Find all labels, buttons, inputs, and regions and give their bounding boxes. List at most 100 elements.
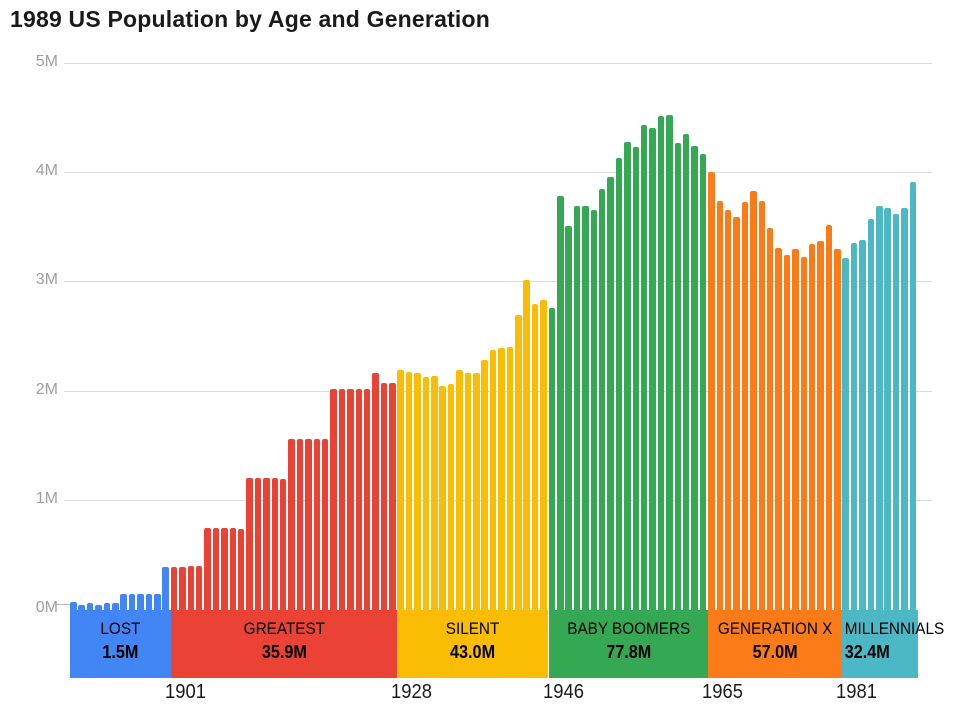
bar-1901 [170,567,178,610]
bar-1982 [850,243,858,610]
y-tick-label: 1M [35,489,58,507]
bar-1951 [590,210,598,610]
bar-1971 [758,200,765,610]
bar-1965 [708,172,715,610]
year-label-1901: 1901 [164,681,206,703]
bar-1974 [783,255,791,610]
bar-1932 [431,376,438,610]
year-label-1965: 1965 [702,681,744,703]
bar-1969 [741,201,749,610]
bar-1909 [237,529,245,610]
bar-1897 [137,593,144,610]
generation-band-millennials: MILLENNIALS 32.4M [842,610,945,678]
generation-total: 77.8M [605,642,651,662]
generation-name: LOST [100,619,141,638]
gridline-5M [64,63,932,64]
bar-1931 [422,377,430,610]
bar-1911 [254,477,262,610]
bar-1953 [607,176,614,610]
bar-1896 [128,593,136,610]
generation-name: GENERATION X [718,619,833,638]
bar-1935 [456,369,463,610]
y-tick-label: 5M [35,53,58,70]
bar-1979 [825,224,833,610]
gridline-2M [64,390,932,392]
chart-title: 1989 US Population by Age and Generation [10,6,491,32]
bar-1987 [892,213,900,610]
bar-1960 [666,115,673,610]
bar-1938 [481,359,488,610]
bar-1895 [120,593,127,610]
bar-1947 [557,196,564,610]
generation-total: 32.4M [845,642,891,662]
bar-1983 [859,239,866,610]
bar-1958 [649,128,656,610]
bar-1948 [565,225,572,610]
bar-1890 [78,604,85,610]
bar-1985 [876,206,883,610]
bar-1939 [489,350,497,610]
bar-1959 [657,116,665,610]
generation-band-lost: LOST 1.5M [70,610,171,678]
bar-1908 [229,528,236,610]
bar-1917 [305,438,312,610]
bar-1926 [380,382,388,610]
bar-1904 [195,566,203,610]
bar-1889 [70,602,77,610]
bar-1905 [204,528,211,610]
generation-band-silent: SILENT 43.0M [397,610,549,678]
bar-1915 [288,438,295,610]
bar-1891 [86,603,94,610]
baseline-tick [56,604,70,605]
generation-band-greatest: GREATEST 35.9M [170,610,398,678]
bar-1962 [682,133,690,610]
bar-1975 [792,248,799,610]
bar-1972 [766,227,774,610]
bar-1943 [523,280,530,610]
generation-total: 1.5M [102,642,139,662]
y-tick-label: 3M [35,271,58,289]
bar-1919 [321,438,329,610]
bar-1952 [598,188,606,610]
bar-1913 [271,477,278,610]
year-label-1981: 1981 [836,681,878,703]
year-label-1946: 1946 [542,681,584,703]
year-label-1928: 1928 [391,681,433,703]
bar-1903 [187,566,194,610]
bar-1924 [363,389,371,610]
bar-1907 [221,528,228,610]
bar-1906 [212,528,220,610]
bar-1978 [817,240,824,610]
bar-1898 [145,593,153,610]
bar-1927 [389,382,396,610]
bar-1986 [884,208,891,610]
bar-1973 [775,247,782,610]
bar-1981 [842,258,849,610]
bar-1954 [615,157,623,610]
bar-1970 [750,190,757,610]
bar-1964 [699,153,707,610]
bar-1989 [909,181,917,610]
y-tick-label: 0M [35,599,58,616]
bar-1934 [447,384,455,610]
bar-1929 [405,371,413,610]
bar-1922 [347,389,354,610]
bar-1957 [640,125,648,610]
bar-1893 [103,603,111,610]
bar-1902 [179,567,186,610]
generation-name: BABY BOOMERS [566,619,690,638]
bar-1921 [338,389,346,610]
generation-name: GREATEST [243,619,325,638]
bar-1925 [372,373,379,610]
bar-1920 [330,389,337,610]
bar-1968 [733,216,740,610]
bar-1894 [112,603,119,610]
bar-1955 [624,141,631,610]
bar-1980 [834,248,841,610]
bar-1916 [296,438,304,610]
bar-1963 [691,145,698,610]
generation-total: 57.0M [752,642,798,662]
gridline-4M [64,172,932,174]
bar-1923 [355,389,362,610]
